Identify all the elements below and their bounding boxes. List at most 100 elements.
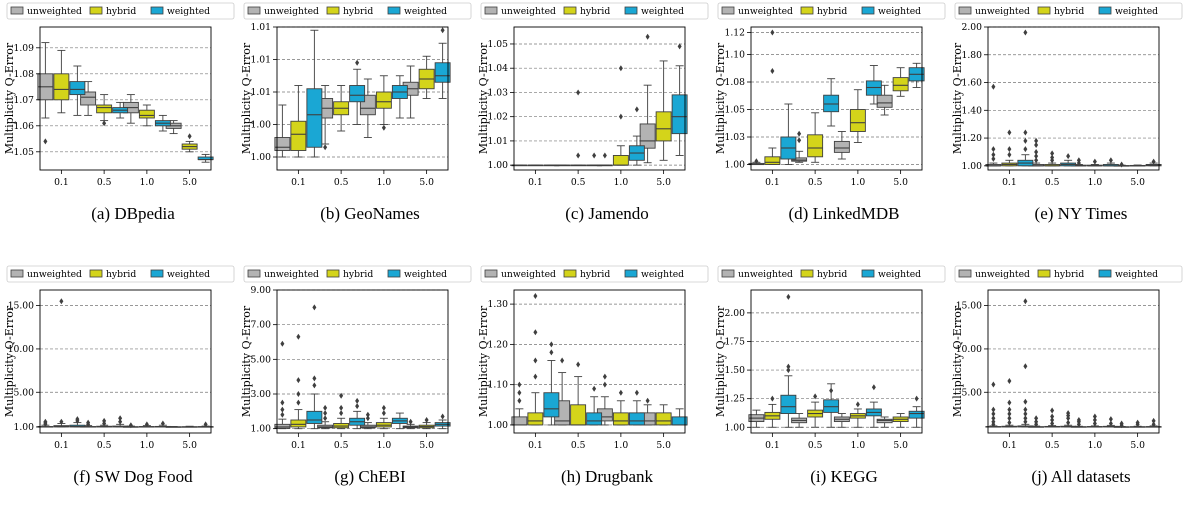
y-tick-label: 1.00 [14,422,35,433]
legend-frame [6,265,235,283]
y-tick-label: 1.60 [962,78,983,89]
legend: unweighted hybrid weighted [6,2,235,20]
box-iqr [849,109,866,132]
outlier-point [1066,153,1071,160]
outlier-point [1050,150,1055,157]
box-weighted-1.0 [391,75,408,119]
outlier-point [296,399,301,406]
chart-caption: (g) ChEBI [334,467,406,486]
legend-swatch [326,6,340,15]
legend-label: unweighted [975,6,1030,17]
box-hybrid-0.1 [527,293,544,426]
legend-swatch [800,6,814,15]
box-iqr [349,85,366,103]
y-tick-label: 1.75 [725,336,746,347]
box-hybrid-0.5 [1044,407,1061,428]
outlier-point [549,349,554,356]
outlier-point [339,404,344,411]
outlier-point [102,120,107,127]
box-unweighted-0.5 [317,404,334,430]
box-hybrid-0.5 [570,89,587,167]
outlier-point [59,298,64,305]
box-weighted-0.1 [543,341,560,426]
outlier-point [296,333,301,340]
box-iqr [892,77,909,92]
y-tick-label: 1.09 [14,43,35,54]
box-hybrid-5.0 [655,60,672,161]
box-iqr [138,109,155,119]
box-iqr [628,412,645,426]
x-tick-label: 0.5 [334,177,349,188]
chart-caption: (j) All datasets [1031,467,1131,486]
outlier-point [1007,415,1012,422]
box-hybrid-0.5 [807,112,824,163]
box-weighted-0.5 [349,59,366,125]
chart-caption: (d) LinkedMDB [788,204,900,223]
x-tick-label: 1.0 [377,440,392,451]
box-weighted-0.5 [1060,410,1077,428]
legend-label: unweighted [27,6,82,17]
outlier-point [1066,410,1071,417]
legend-label: hybrid [817,6,847,17]
chart-caption: (a) DBpedia [91,204,175,223]
outlier-point [829,387,834,394]
outlier-point [381,404,386,411]
legend-label: unweighted [27,269,82,280]
box-unweighted-0.5 [791,130,808,163]
box-weighted-5.0 [1145,158,1162,167]
chart-panel: unweighted hybrid weighted 1.05 1.06 1.07 1.08… [0,0,236,245]
legend-swatch [89,269,103,278]
outlier-point [517,397,522,404]
y-tick-label: 2.00 [725,308,746,319]
box-iqr [53,73,70,101]
outlier-point [1151,158,1156,165]
box-weighted-0.1 [69,416,86,428]
outlier-point [1023,398,1028,405]
box-weighted-1.0 [1102,416,1119,428]
outlier-point [1050,154,1055,161]
legend-label: hybrid [580,6,610,17]
outlier-point [618,65,623,72]
box-hybrid-5.0 [418,417,435,430]
y-tick-label: 1.40 [962,105,983,116]
outlier-point [517,389,522,396]
outlier-point [576,89,581,96]
box-hybrid-0.5 [96,94,113,127]
box-weighted-1.0 [1102,157,1119,167]
legend-frame [717,2,946,20]
y-tick-label: 1.04 [488,63,509,74]
outlier-point [1076,157,1081,164]
box-hybrid-1.0 [1086,158,1103,167]
outlier-point [1151,417,1156,424]
box-weighted-5.0 [908,395,925,428]
legend: unweighted hybrid weighted [6,265,235,283]
outlier-point [381,410,386,417]
x-tick-label: 0.5 [571,177,586,188]
outlier-point [618,113,623,120]
outlier-point [1050,420,1055,427]
box-iqr [290,419,307,428]
legend-swatch [721,269,735,278]
box-iqr [306,410,323,424]
box-weighted-0.5 [823,78,840,127]
box-unweighted-1.0 [359,411,376,430]
box-hybrid-1.0 [138,104,155,127]
y-axis-label: Multiplicity Q-Error [714,305,727,417]
outlier-point [533,293,538,300]
axes-frame [276,289,449,434]
outlier-point [1151,421,1156,428]
legend-label: unweighted [501,6,556,17]
chart-caption: (h) Drugbank [560,467,654,486]
legend-label: hybrid [343,269,373,280]
box-unweighted-5.0 [876,84,893,116]
x-tick-label: 0.1 [54,440,69,451]
outlier-point [408,418,413,425]
outlier-point [381,124,386,131]
box-iqr [807,134,824,158]
outlier-point [1007,146,1012,153]
legend-swatch [326,269,340,278]
box-hybrid-5.0 [181,133,198,153]
y-tick-label: 1.50 [725,365,746,376]
legend-frame [954,265,1183,283]
box-weighted-1.0 [154,114,171,132]
